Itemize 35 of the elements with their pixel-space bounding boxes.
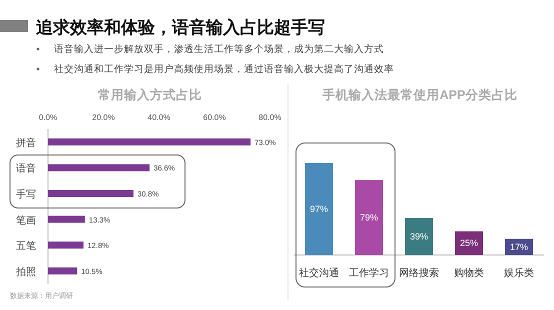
y-tick-label: 语音 (16, 162, 36, 175)
data-label: 39% (410, 232, 428, 242)
bar (305, 163, 333, 255)
data-label: 17% (510, 242, 528, 252)
y-tick-label: 手写 (16, 188, 36, 200)
chart-title: 常用输入方式占比 (98, 87, 202, 102)
x-tick-label: 工作学习 (349, 267, 389, 279)
x-tick-label: 20.0% (92, 113, 115, 122)
x-tick-label: 社交沟通 (299, 267, 339, 279)
x-tick-label: 网络搜索 (399, 267, 439, 279)
x-tick-label: 80.0% (258, 113, 282, 122)
bar (48, 190, 134, 197)
text: 追求效率和体验，语音输入占比超手写 (35, 18, 325, 37)
x-tick-label: 40.0% (148, 113, 170, 122)
x-tick-label: 购物类 (454, 267, 484, 279)
text: 语音输入进一步解放双手，渗透生活工作等多个场景，成为第二大输入方式 (54, 43, 384, 55)
y-tick-label: 五笔 (16, 240, 36, 252)
bar (48, 242, 84, 249)
bar (48, 164, 150, 172)
bar (48, 138, 251, 146)
text: 社交沟通和工作学习是用户高频使用场景，通过语音输入极大提高了沟通效率 (54, 63, 394, 75)
data-label: 25% (460, 238, 478, 248)
data-label: 79% (360, 212, 378, 223)
x-tick-label: 60.0% (203, 113, 226, 122)
bar (48, 267, 78, 274)
bar (48, 216, 85, 223)
bar (405, 218, 433, 255)
x-tick-label: 娱乐类 (504, 267, 534, 279)
bar (355, 180, 383, 255)
y-tick-label: 拼音 (16, 136, 36, 149)
y-tick-label: 笔画 (16, 214, 36, 226)
x-tick-label: 0.0% (38, 113, 58, 122)
chart-title: 手机输入法最常使用APP分类占比 (322, 87, 518, 102)
data-label: 97% (310, 204, 328, 214)
y-tick-label: 拍照 (15, 266, 36, 278)
